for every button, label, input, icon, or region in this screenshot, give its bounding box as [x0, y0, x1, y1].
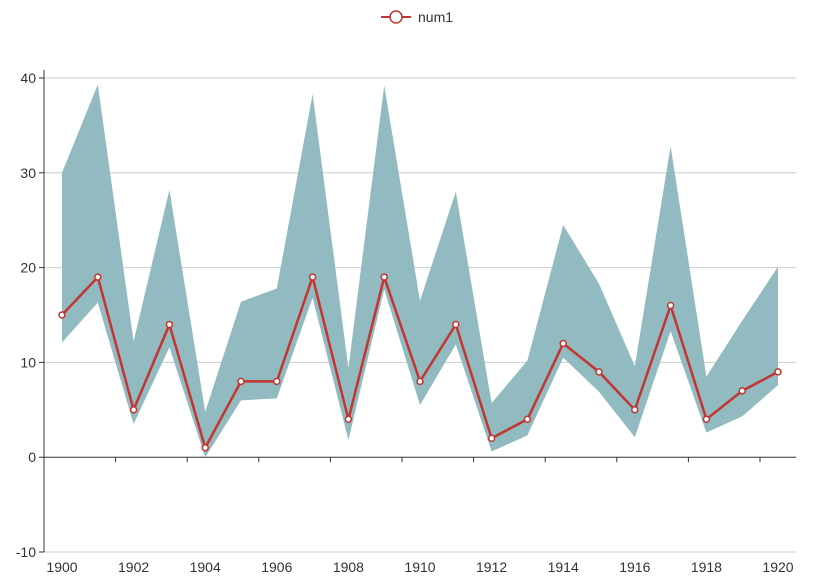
- data-point: [738, 387, 746, 395]
- data-point: [559, 339, 567, 348]
- confidence-band: [62, 84, 778, 458]
- legend-label: num1: [418, 9, 453, 25]
- data-point: [380, 273, 388, 281]
- data-point: [702, 415, 711, 424]
- x-axis-labels: 1900 1902 1904 1906 1908 1910 1912 1914 1916 1918…: [46, 559, 793, 575]
- x-tick-label: 1914: [548, 559, 579, 575]
- data-point: [237, 377, 245, 386]
- x-tick-label: 1918: [691, 559, 722, 575]
- x-tick-label: 1912: [476, 559, 507, 575]
- data-point: [165, 320, 174, 329]
- y-tick-label: 10: [20, 354, 36, 370]
- data-point: [452, 320, 460, 329]
- data-point: [666, 301, 675, 310]
- y-tick-label: 0: [28, 449, 36, 465]
- data-point: [523, 415, 532, 424]
- data-point: [94, 273, 102, 281]
- legend[interactable]: num1: [381, 9, 453, 25]
- y-axis-labels: 40 30 20 10 0 -10: [16, 70, 36, 560]
- data-points: [58, 273, 782, 452]
- axes: [39, 70, 796, 553]
- data-point: [487, 434, 496, 442]
- x-tick-label: 1916: [619, 559, 650, 575]
- data-point: [273, 377, 281, 386]
- data-point: [416, 377, 424, 386]
- y-tick-label: -10: [16, 544, 36, 560]
- data-point: [344, 415, 353, 424]
- y-tick-label: 40: [20, 70, 36, 86]
- x-tick-label: 1910: [404, 559, 435, 575]
- x-tick-label: 1904: [190, 559, 221, 575]
- legend-marker-icon: [389, 10, 403, 24]
- x-tick-label: 1906: [261, 559, 292, 575]
- x-tick-label: 1900: [46, 559, 77, 575]
- y-tick-label: 20: [20, 260, 36, 276]
- x-tick-label: 1908: [333, 559, 364, 575]
- data-point: [595, 368, 603, 376]
- data-point: [58, 311, 66, 319]
- data-point: [308, 273, 317, 281]
- data-point: [201, 443, 209, 452]
- x-tick-label: 1920: [762, 559, 793, 575]
- y-tick-label: 30: [20, 165, 36, 181]
- data-point: [129, 406, 138, 414]
- data-point: [631, 406, 639, 414]
- x-tick-label: 1902: [118, 559, 149, 575]
- data-point: [774, 368, 782, 376]
